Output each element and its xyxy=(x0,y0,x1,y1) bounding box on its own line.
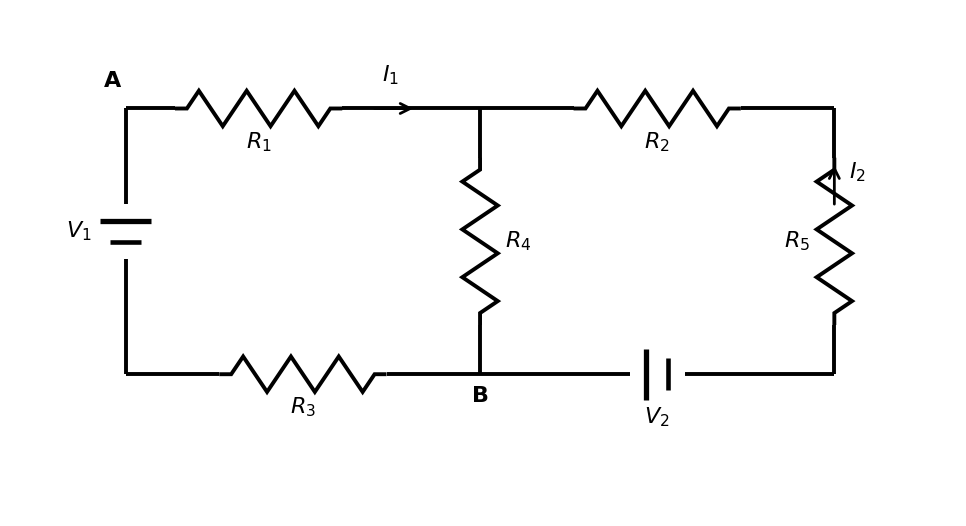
Text: $I_2$: $I_2$ xyxy=(849,160,866,184)
Text: A: A xyxy=(103,71,121,91)
Text: $R_1$: $R_1$ xyxy=(245,130,271,154)
Text: B: B xyxy=(471,386,489,406)
Text: $V_1$: $V_1$ xyxy=(66,220,92,244)
Text: $R_4$: $R_4$ xyxy=(504,229,531,253)
Text: $R_2$: $R_2$ xyxy=(644,130,670,154)
Text: $R_3$: $R_3$ xyxy=(290,396,316,419)
Text: $R_5$: $R_5$ xyxy=(783,229,810,253)
Text: $I_1$: $I_1$ xyxy=(382,63,399,87)
Text: $V_2$: $V_2$ xyxy=(644,406,670,429)
